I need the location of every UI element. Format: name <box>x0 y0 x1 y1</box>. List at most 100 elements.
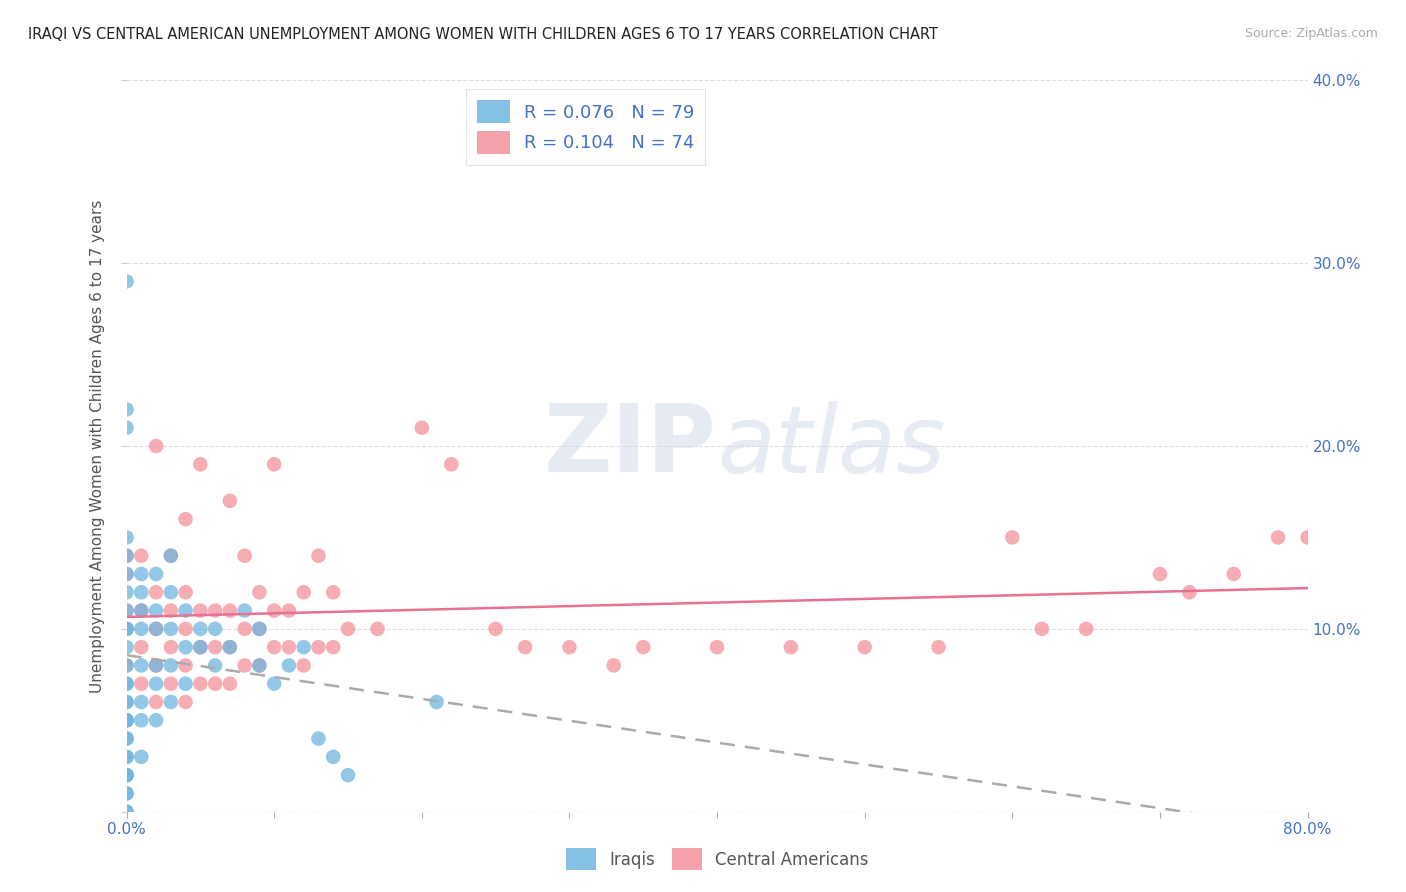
Point <box>278 640 301 655</box>
Point <box>115 714 138 728</box>
Point <box>263 640 285 655</box>
Point <box>631 640 654 655</box>
Point <box>145 439 167 453</box>
Point <box>115 714 138 728</box>
Point <box>115 787 138 801</box>
Point <box>159 695 183 709</box>
Point <box>247 585 270 599</box>
Point <box>322 585 344 599</box>
Point <box>174 658 197 673</box>
Point <box>159 676 183 690</box>
Point <box>115 805 138 819</box>
Point <box>322 640 344 655</box>
Point <box>219 493 242 508</box>
Point <box>129 749 153 764</box>
Point <box>307 640 329 655</box>
Point <box>115 567 138 582</box>
Point <box>159 549 183 563</box>
Point <box>115 658 138 673</box>
Point <box>233 622 256 636</box>
Point <box>115 549 138 563</box>
Point <box>1267 530 1289 544</box>
Point <box>129 658 153 673</box>
Point <box>188 676 211 690</box>
Point <box>115 585 138 599</box>
Point <box>219 676 242 690</box>
Text: atlas: atlas <box>717 401 945 491</box>
Point <box>188 640 211 655</box>
Point <box>515 640 537 655</box>
Point <box>278 603 301 617</box>
Point <box>292 640 315 655</box>
Point <box>115 622 138 636</box>
Point <box>159 658 183 673</box>
Point <box>174 622 197 636</box>
Point <box>247 658 270 673</box>
Point <box>307 731 329 746</box>
Point <box>174 585 197 599</box>
Point <box>204 676 226 690</box>
Point <box>115 622 138 636</box>
Point <box>129 567 153 582</box>
Point <box>159 585 183 599</box>
Point <box>145 658 167 673</box>
Point <box>129 640 153 655</box>
Point <box>440 458 463 472</box>
Point <box>115 603 138 617</box>
Point <box>188 622 211 636</box>
Point <box>263 458 285 472</box>
Point <box>204 603 226 617</box>
Point <box>322 749 344 764</box>
Point <box>145 622 167 636</box>
Text: ZIP: ZIP <box>544 400 717 492</box>
Point <box>115 622 138 636</box>
Point <box>204 622 226 636</box>
Point <box>115 640 138 655</box>
Point <box>484 622 508 636</box>
Point <box>145 714 167 728</box>
Point <box>263 603 285 617</box>
Point <box>159 603 183 617</box>
Point <box>115 787 138 801</box>
Point <box>159 549 183 563</box>
Point <box>115 421 138 435</box>
Point <box>115 530 138 544</box>
Point <box>174 640 197 655</box>
Point <box>115 603 138 617</box>
Point <box>115 402 138 417</box>
Point <box>1001 530 1024 544</box>
Point <box>263 676 285 690</box>
Point <box>115 695 138 709</box>
Point <box>129 603 153 617</box>
Point <box>779 640 801 655</box>
Point <box>115 676 138 690</box>
Point <box>219 640 242 655</box>
Point <box>129 676 153 690</box>
Point <box>115 714 138 728</box>
Point <box>411 421 433 435</box>
Point <box>115 768 138 782</box>
Point <box>307 549 329 563</box>
Point <box>129 622 153 636</box>
Point <box>115 676 138 690</box>
Y-axis label: Unemployment Among Women with Children Ages 6 to 17 years: Unemployment Among Women with Children A… <box>90 199 105 693</box>
Point <box>292 585 315 599</box>
Text: Source: ZipAtlas.com: Source: ZipAtlas.com <box>1244 27 1378 40</box>
Point <box>174 695 197 709</box>
Point <box>853 640 876 655</box>
Point <box>129 549 153 563</box>
Point <box>1076 622 1098 636</box>
Legend: Iraqis, Central Americans: Iraqis, Central Americans <box>560 842 875 877</box>
Point <box>366 622 388 636</box>
Point <box>1149 567 1171 582</box>
Point <box>115 567 138 582</box>
Point <box>1031 622 1053 636</box>
Point <box>1178 585 1201 599</box>
Point <box>174 512 197 526</box>
Point <box>928 640 950 655</box>
Point <box>115 731 138 746</box>
Point <box>204 640 226 655</box>
Point <box>233 549 256 563</box>
Point <box>174 603 197 617</box>
Point <box>233 603 256 617</box>
